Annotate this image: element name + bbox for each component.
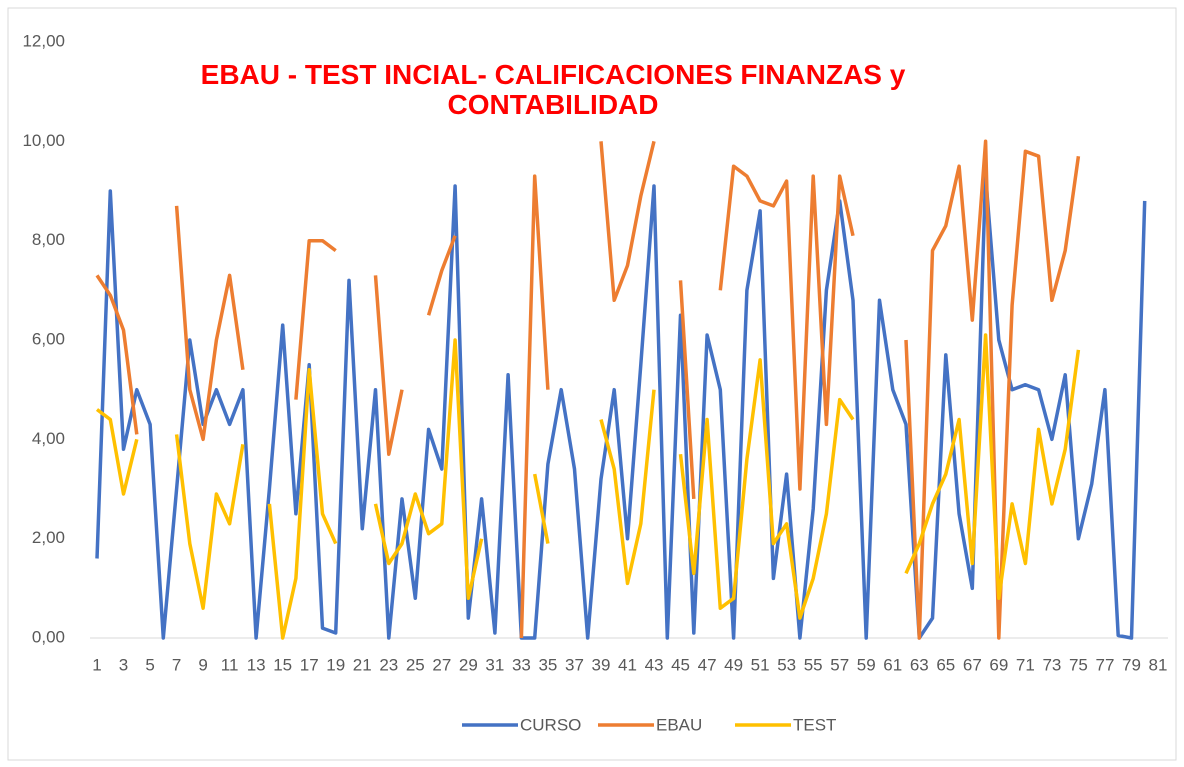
- x-tick-label: 11: [221, 655, 239, 674]
- x-tick-label: 75: [1069, 655, 1088, 674]
- x-tick-label: 51: [751, 655, 770, 674]
- x-tick-label: 49: [724, 655, 743, 674]
- x-tick-label: 21: [353, 655, 372, 674]
- line-series: [95, 139, 1081, 640]
- y-tick-label: 12,00: [22, 31, 65, 50]
- x-tick-label: 73: [1042, 655, 1061, 674]
- x-tick-label: 53: [777, 655, 796, 674]
- x-tick-label: 67: [963, 655, 982, 674]
- x-tick-label: 31: [485, 655, 504, 674]
- chart-title: EBAU - TEST INCIAL- CALIFICACIONES FINAN…: [200, 59, 906, 120]
- x-tick-label: 63: [910, 655, 929, 674]
- x-tick-label: 43: [645, 655, 664, 674]
- x-tick-label: 13: [247, 655, 266, 674]
- x-tick-label: 25: [406, 655, 425, 674]
- x-tick-label: 39: [592, 655, 611, 674]
- x-tick-label: 9: [198, 655, 207, 674]
- x-tick-label: 47: [698, 655, 717, 674]
- x-tick-label: 15: [273, 655, 292, 674]
- y-tick-label: 0,00: [32, 627, 65, 646]
- x-tick-label: 33: [512, 655, 531, 674]
- x-tick-label: 59: [857, 655, 876, 674]
- x-tick-label: 29: [459, 655, 478, 674]
- x-tick-label: 61: [883, 655, 902, 674]
- x-tick-label: 79: [1122, 655, 1141, 674]
- line-series: [95, 333, 1081, 640]
- x-tick-label: 1: [92, 655, 101, 674]
- chart-border: [7, 7, 1177, 761]
- x-tick-label: 77: [1095, 655, 1114, 674]
- x-tick-label: 35: [538, 655, 557, 674]
- x-tick-label: 81: [1149, 655, 1168, 674]
- x-tick-label: 55: [804, 655, 823, 674]
- legend-label: TEST: [793, 715, 836, 734]
- x-tick-label: 5: [145, 655, 154, 674]
- x-tick-label: 27: [432, 655, 451, 674]
- x-tick-label: 7: [172, 655, 181, 674]
- y-tick-label: 10,00: [22, 131, 65, 150]
- legend-label: CURSO: [520, 715, 581, 734]
- x-tick-label: 69: [989, 655, 1008, 674]
- x-tick-label: 65: [936, 655, 955, 674]
- legend-label: EBAU: [656, 715, 702, 734]
- x-tick-label: 57: [830, 655, 849, 674]
- x-tick-label: 41: [618, 655, 637, 674]
- y-tick-label: 8,00: [32, 230, 65, 249]
- line-series: [95, 174, 1147, 640]
- x-tick-label: 45: [671, 655, 690, 674]
- x-tick-label: 23: [379, 655, 398, 674]
- x-tick-label: 37: [565, 655, 584, 674]
- y-tick-label: 6,00: [32, 329, 65, 348]
- x-tick-label: 17: [300, 655, 319, 674]
- x-tick-label: 71: [1016, 655, 1035, 674]
- x-tick-label: 3: [119, 655, 128, 674]
- y-tick-label: 2,00: [32, 528, 65, 547]
- x-tick-label: 19: [326, 655, 345, 674]
- y-tick-label: 4,00: [32, 429, 65, 448]
